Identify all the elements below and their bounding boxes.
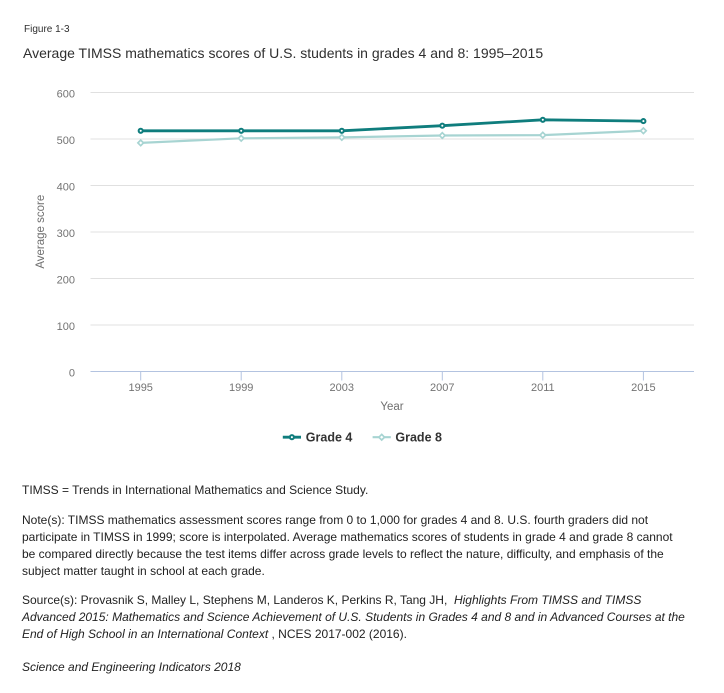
svg-text:Grade 4: Grade 4 — [306, 431, 353, 445]
svg-text:1995: 1995 — [128, 382, 152, 394]
svg-text:300: 300 — [57, 228, 75, 240]
svg-text:600: 600 — [57, 88, 75, 100]
svg-text:1999: 1999 — [229, 382, 253, 394]
svg-text:500: 500 — [57, 135, 75, 147]
svg-text:200: 200 — [57, 274, 75, 286]
svg-text:2011: 2011 — [531, 382, 555, 394]
svg-text:Grade 8: Grade 8 — [395, 431, 442, 445]
svg-text:Average score: Average score — [35, 195, 47, 269]
svg-text:2015: 2015 — [631, 382, 655, 394]
svg-text:2007: 2007 — [430, 382, 454, 394]
svg-text:Year: Year — [380, 401, 403, 413]
svg-text:100: 100 — [57, 321, 75, 333]
svg-text:400: 400 — [57, 181, 75, 193]
svg-text:0: 0 — [69, 367, 75, 379]
svg-text:2003: 2003 — [330, 382, 354, 394]
